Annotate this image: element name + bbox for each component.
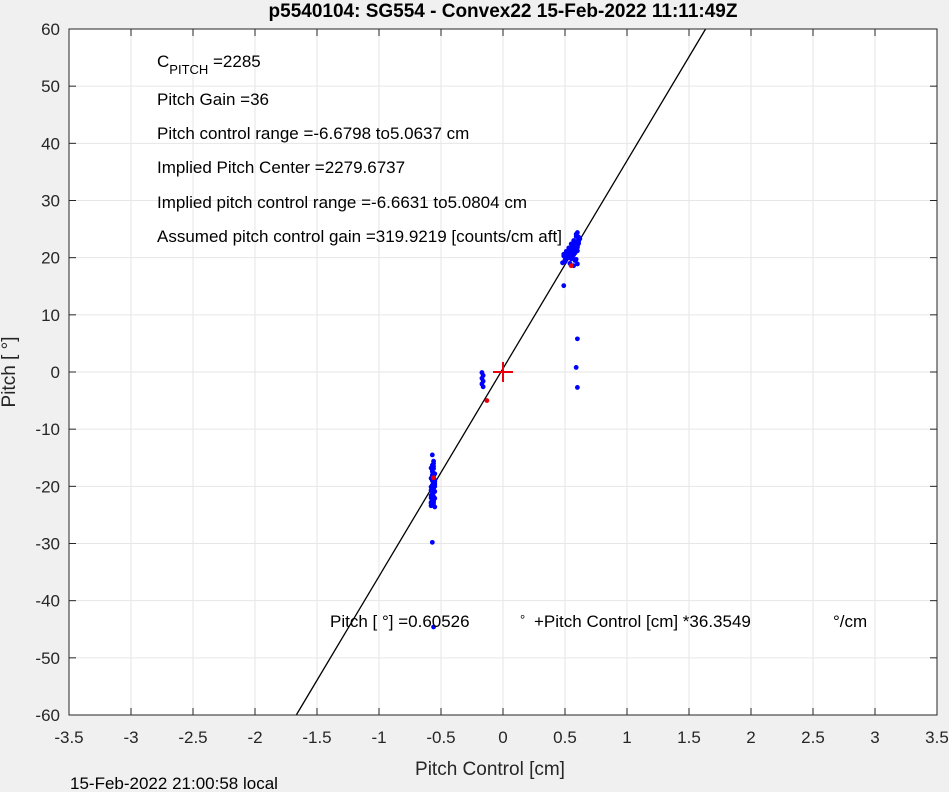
data-point-blue [575, 230, 580, 235]
data-point-blue [432, 504, 438, 510]
x-tick-label: 3.5 [925, 728, 949, 747]
y-tick-label: 50 [41, 77, 60, 96]
equation-pitch-control-term: +Pitch Control [cm] *36.3549 [534, 612, 751, 631]
y-tick-label: -40 [35, 592, 60, 611]
data-point-blue [429, 488, 435, 494]
x-tick-label: -1.5 [302, 728, 331, 747]
y-tick-label: 0 [51, 363, 60, 382]
y-tick-label: -30 [35, 535, 60, 554]
data-point-blue [573, 243, 579, 249]
annotation-pitch-control-range: Pitch control range =-6.6798 to5.0637 cm [157, 124, 469, 143]
data-point-blue [431, 624, 436, 630]
annotation-cpitch-subscript: PITCH [169, 62, 208, 77]
equation-unit: °/cm [833, 612, 867, 631]
data-point-red [484, 398, 490, 403]
data-point-blue [429, 539, 435, 545]
data-point-blue [431, 466, 436, 472]
y-tick-label: -60 [35, 706, 60, 725]
x-tick-label: -2.5 [178, 728, 207, 747]
y-axis-ticks: -60 -50 -40 -30 -20 -10 0 10 20 30 40 50 60 [35, 20, 937, 725]
data-point-blue [431, 458, 436, 464]
data-point-blue [573, 256, 579, 262]
data-point-blue [575, 385, 580, 390]
y-tick-label: 60 [41, 20, 60, 39]
data-point-blue [561, 253, 567, 259]
data-point-red [568, 263, 574, 269]
data-point-blue [568, 241, 574, 247]
data-point-blue [561, 283, 567, 289]
center-marker-group [493, 362, 513, 382]
annotation-cpitch-value: =2285 [208, 52, 260, 71]
y-tick-label: -20 [35, 477, 60, 496]
data-point-blue [570, 255, 575, 261]
data-point-blue [480, 384, 486, 390]
x-tick-label: -3 [123, 728, 138, 747]
annotation-block: CPITCH =2285 Pitch Gain =36 Pitch contro… [157, 52, 562, 246]
data-point-blue [572, 249, 578, 255]
equation-lhs: Pitch [ °] =0.60526 [330, 612, 470, 631]
annotation-pitch-gain: Pitch Gain =36 [157, 90, 269, 109]
data-point-blue [573, 365, 579, 370]
x-tick-label: 1 [622, 728, 631, 747]
y-tick-label: 40 [41, 134, 60, 153]
data-point-blue [431, 480, 436, 486]
data-point-blue [575, 336, 580, 342]
x-tick-label: 0.5 [553, 728, 577, 747]
x-tick-label: -3.5 [54, 728, 83, 747]
data-point-blue [575, 261, 580, 267]
y-tick-label: 30 [41, 192, 60, 211]
x-tick-label: -0.5 [426, 728, 455, 747]
x-tick-label: -2 [247, 728, 262, 747]
footer-timestamp: 15-Feb-2022 21:00:58 local [70, 774, 278, 792]
fit-equation: Pitch [ °] =0.60526 ° +Pitch Control [cm… [330, 612, 867, 631]
data-point-blue [576, 236, 582, 242]
annotation-implied-range: Implied pitch control range =-6.6631 to5… [157, 193, 527, 212]
annotation-implied-center: Implied Pitch Center =2279.6737 [157, 158, 405, 177]
annotation-cpitch: CPITCH =2285 [157, 52, 261, 77]
x-tick-label: 2.5 [801, 728, 825, 747]
x-tick-label: 2 [746, 728, 755, 747]
data-point-red [431, 475, 436, 481]
x-axis-label: Pitch Control [cm] [415, 759, 565, 780]
equation-degree-symbol: ° [520, 612, 525, 627]
data-points [428, 230, 583, 630]
y-tick-label: -10 [35, 420, 60, 439]
y-tick-label: 20 [41, 249, 60, 268]
y-tick-label: 10 [41, 306, 60, 325]
data-point-blue [562, 259, 568, 265]
data-point-blue [431, 497, 436, 503]
x-tick-label: 3 [870, 728, 879, 747]
y-axis-label: Pitch [ °] [0, 337, 20, 408]
data-point-blue [566, 251, 572, 257]
x-axis-ticks: -3.5 -3 -2.5 -2 -1.5 -1 -0.5 0 0.5 1 1.5 2 2.5 3 3.5 [54, 29, 949, 747]
x-tick-label: -1 [371, 728, 386, 747]
chart-title: p5540104: SG554 - Convex22 15-Feb-2022 1… [269, 1, 738, 22]
data-point-blue [566, 245, 572, 251]
annotation-cpitch-symbol: C [157, 52, 169, 71]
data-point-blue [428, 503, 434, 509]
data-point-blue [429, 452, 435, 458]
annotation-assumed-gain: Assumed pitch control gain =319.9219 [co… [157, 227, 562, 246]
y-tick-label: -50 [35, 649, 60, 668]
x-tick-label: 0 [498, 728, 507, 747]
x-tick-label: 1.5 [677, 728, 701, 747]
